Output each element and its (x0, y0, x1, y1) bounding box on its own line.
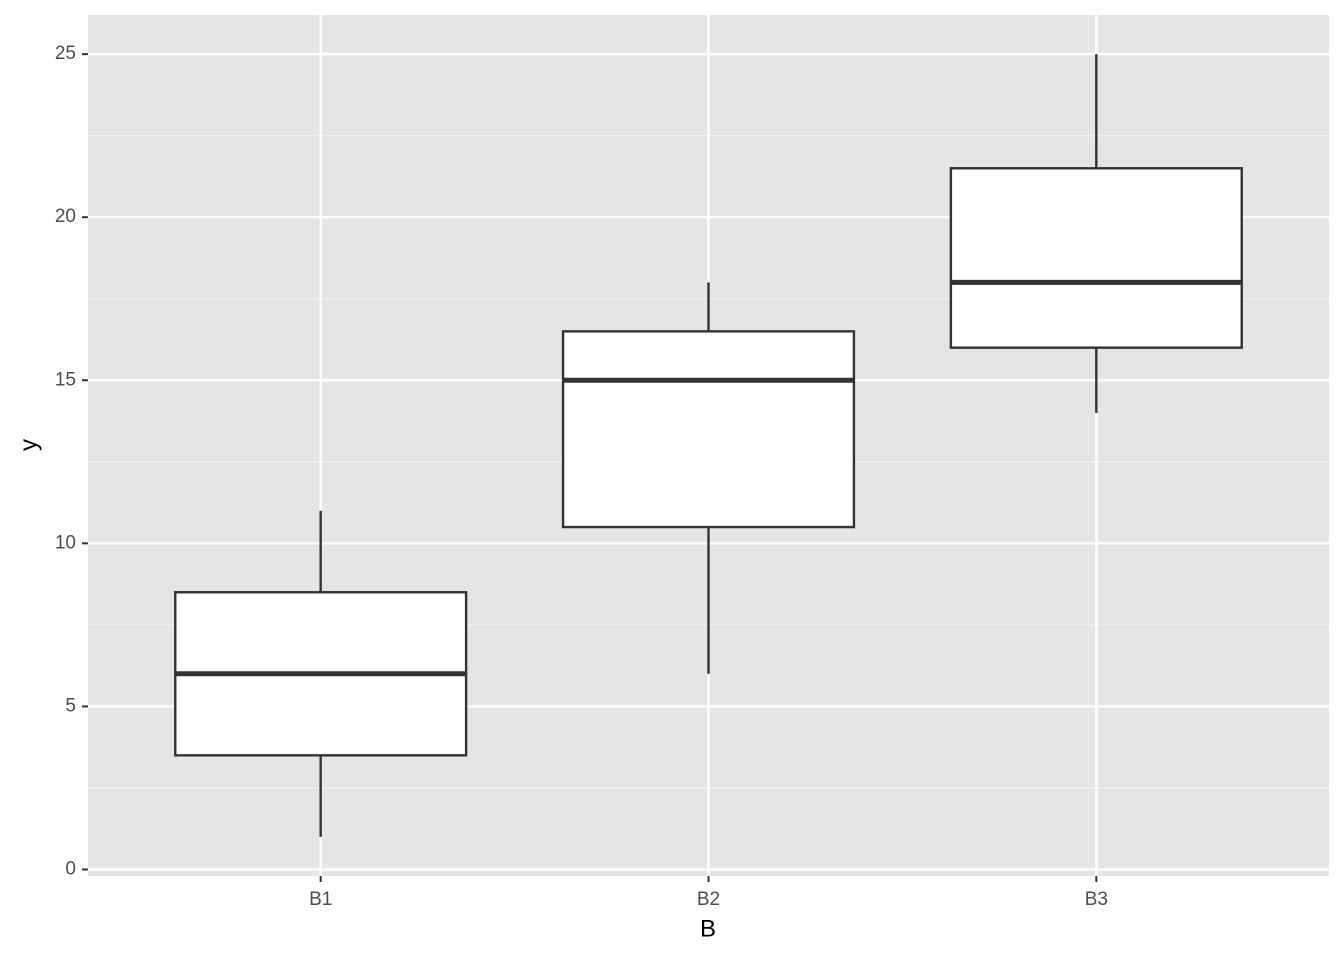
x-tick-label: B2 (697, 889, 720, 910)
y-tick-label: 20 (55, 206, 76, 227)
y-axis-title: y (15, 439, 42, 451)
y-tick-label: 0 (65, 858, 76, 879)
x-tick-label: B1 (309, 889, 332, 910)
x-tick-label: B3 (1085, 889, 1108, 910)
x-axis-title: B (700, 915, 716, 942)
y-tick-label: 15 (55, 369, 76, 390)
y-tick-label: 5 (65, 695, 76, 716)
y-tick-label: 25 (55, 43, 76, 64)
box (949, 167, 1243, 349)
y-tick-label: 10 (55, 532, 76, 553)
box (561, 330, 856, 529)
